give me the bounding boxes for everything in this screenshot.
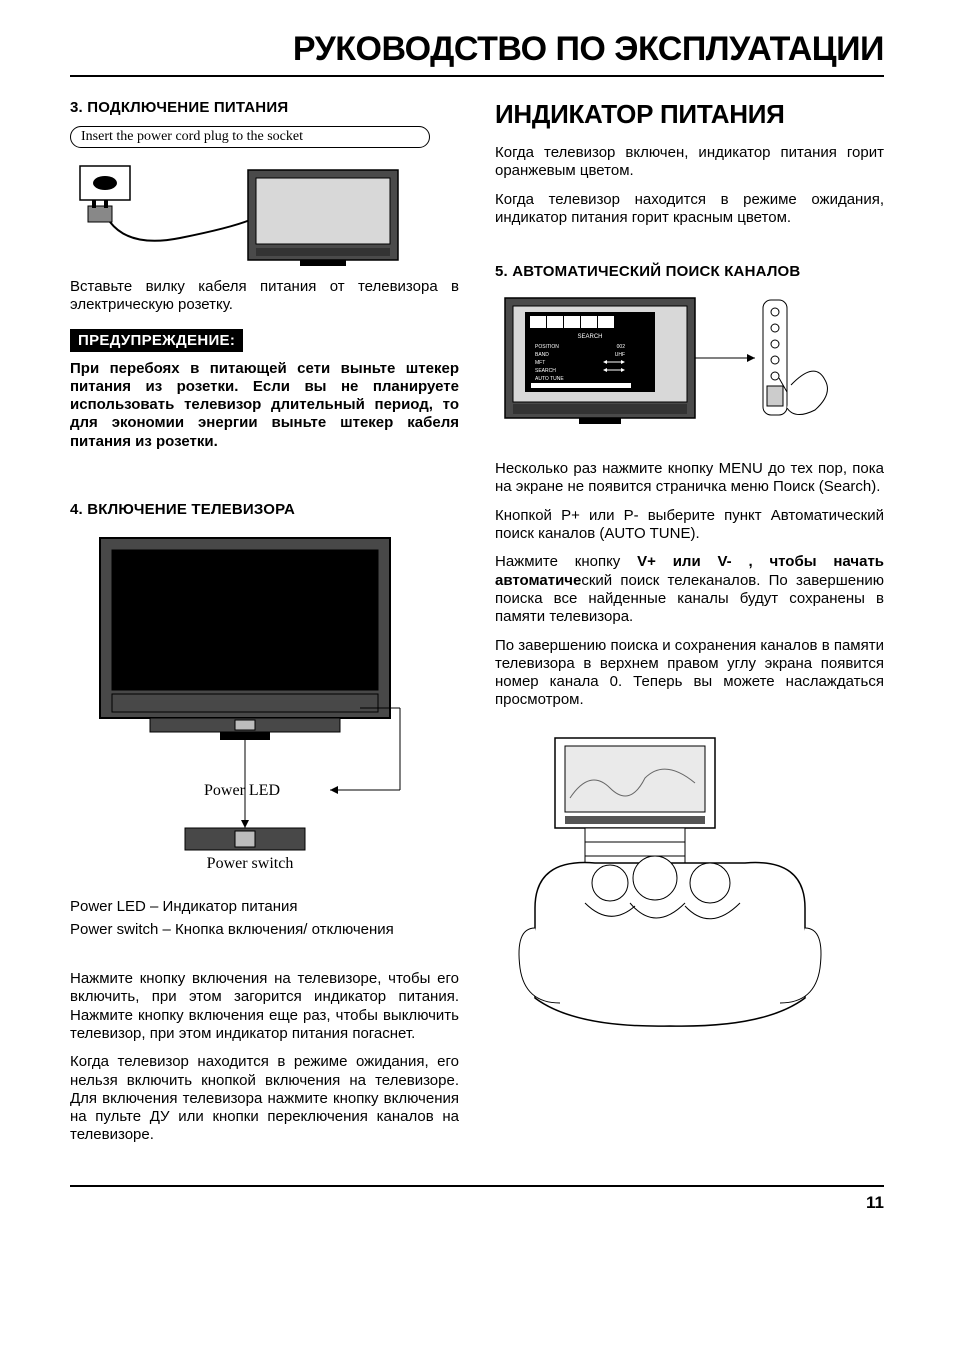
page-footer: 11: [70, 1185, 884, 1213]
indicator-p2: Когда телевизор находится в режиме ожида…: [495, 191, 884, 228]
page-number: 11: [866, 1193, 884, 1212]
s5-paragraph-3: Нажмите кнопку V+ или V- , чтобы начать …: [495, 553, 884, 626]
osd-row-0: POSITION: [535, 344, 559, 350]
s5-paragraph-2: Кнопкой P+ или P- выберите пункт Автомат…: [495, 507, 884, 544]
figure-pill-label: Insert the power cord plug to the socket: [70, 126, 430, 148]
figure-power-led-switch: Power LED Power switch: [70, 528, 459, 888]
power-socket-illustration: [70, 148, 430, 268]
osd-remote-illustration: SEARCH POSITION 002 BAND UHF MFT SEARCH …: [495, 290, 875, 450]
osd-val-1: UHF: [615, 352, 625, 358]
warning-title-bar: ПРЕДУПРЕЖДЕНИЕ:: [70, 329, 243, 352]
caption-lines: Power LED – Индикатор питания Power swit…: [70, 898, 459, 938]
s5-paragraph-4: По завершению поиска и сохранения канало…: [495, 637, 884, 710]
osd-row-1: BAND: [535, 352, 549, 358]
osd-val-0: 002: [617, 344, 626, 350]
family-illustration: [495, 728, 875, 1028]
right-column: ИНДИКАТОР ПИТАНИЯ Когда телевизор включе…: [495, 99, 884, 1155]
osd-row-2: MFT: [535, 360, 545, 366]
two-column-layout: 3. ПОДКЛЮЧЕНИЕ ПИТАНИЯ Insert the power …: [70, 99, 884, 1155]
indicator-heading: ИНДИКАТОР ПИТАНИЯ: [495, 99, 884, 130]
warning-body: При перебоях в питающей сети выньте штек…: [70, 360, 459, 451]
figure-power-socket: Insert the power cord plug to the socket: [70, 126, 459, 268]
section-4-heading: 4. ВКЛЮЧЕНИЕ ТЕЛЕВИЗОРА: [70, 501, 459, 518]
s3-paragraph-1: Вставьте вилку кабеля питания от телевиз…: [70, 278, 459, 315]
indicator-p1: Когда телевизор включен, индикатор питан…: [495, 144, 884, 181]
s4-paragraph-1: Нажмите кнопку включения на телевизоре, …: [70, 970, 459, 1043]
osd-title: SEARCH: [577, 334, 602, 340]
caption-line-1: Power LED – Индикатор питания: [70, 898, 459, 915]
osd-row-3: SEARCH: [535, 368, 556, 374]
diagram-label-switch: Power switch: [207, 855, 294, 872]
s5-p3-a: Нажмите кнопку: [495, 553, 637, 570]
figure-osd-remote: SEARCH POSITION 002 BAND UHF MFT SEARCH …: [495, 290, 884, 450]
section-3-heading: 3. ПОДКЛЮЧЕНИЕ ПИТАНИЯ: [70, 99, 459, 116]
page-header: РУКОВОДСТВО ПО ЭКСПЛУАТАЦИИ: [70, 30, 884, 77]
left-column: 3. ПОДКЛЮЧЕНИЕ ПИТАНИЯ Insert the power …: [70, 99, 459, 1155]
page-title: РУКОВОДСТВО ПО ЭКСПЛУАТАЦИИ: [70, 30, 884, 69]
osd-row-4: AUTO TUNE: [535, 376, 564, 382]
power-diagram-illustration: Power LED Power switch: [70, 528, 430, 888]
section-5-heading: 5. АВТОМАТИЧЕСКИЙ ПОИСК КАНАЛОВ: [495, 263, 884, 280]
diagram-label-led: Power LED: [204, 782, 280, 799]
caption-line-2: Power switch – Кнопка включения/ отключе…: [70, 921, 459, 938]
s4-paragraph-2: Когда телевизор находится в режиме ожида…: [70, 1053, 459, 1144]
s5-paragraph-1: Несколько раз нажмите кнопку MENU до тех…: [495, 460, 884, 497]
figure-family-watching: [495, 728, 884, 1028]
